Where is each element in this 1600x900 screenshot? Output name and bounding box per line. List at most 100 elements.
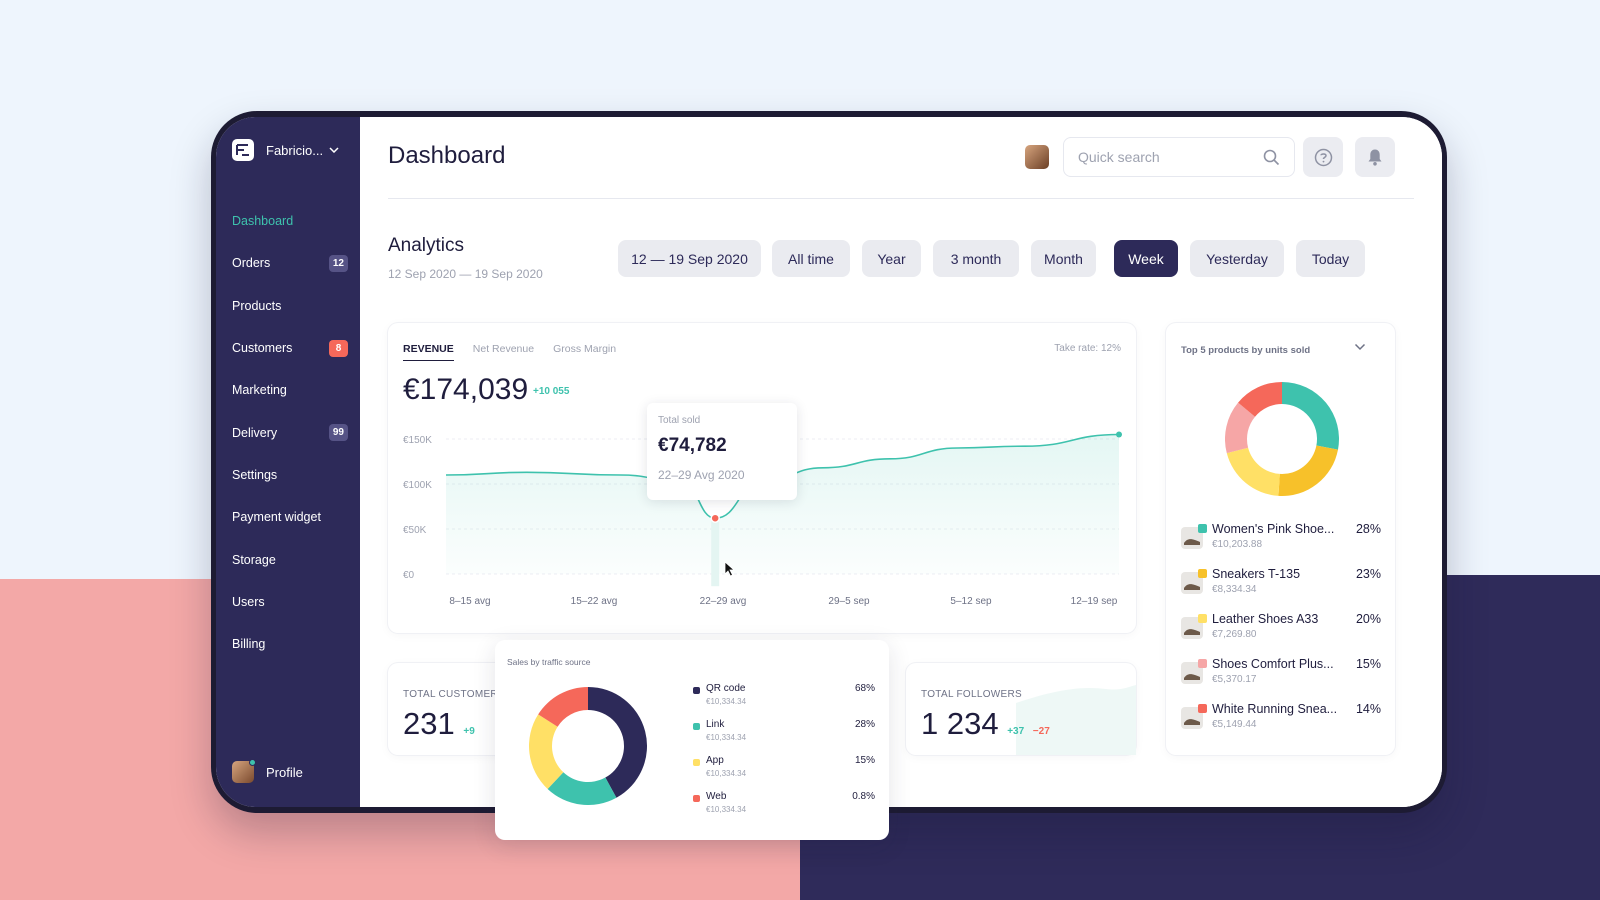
filter-today[interactable]: Today: [1296, 240, 1365, 277]
product-row[interactable]: Women's Pink Shoe... €10,203.88 28%: [1181, 522, 1381, 556]
sidebar-item-delivery[interactable]: Delivery 99: [232, 411, 348, 453]
traffic-source-amount: €10,334.34: [706, 805, 747, 814]
user-avatar[interactable]: [1025, 145, 1049, 169]
tab-gross-margin[interactable]: Gross Margin: [553, 343, 617, 355]
count-badge: 8: [329, 339, 348, 357]
filter-year[interactable]: Year: [862, 240, 921, 277]
donut-slice: [538, 687, 588, 727]
sidebar-item-customers[interactable]: Customers 8: [232, 327, 348, 369]
mouse-cursor-icon: [724, 561, 735, 577]
sidebar-item-label: Delivery: [232, 425, 278, 440]
product-price: €10,203.88: [1212, 539, 1263, 550]
sidebar-item-orders[interactable]: Orders 12: [232, 242, 348, 284]
profile-link[interactable]: Profile: [232, 759, 303, 783]
chevron-down-icon[interactable]: [1354, 343, 1366, 351]
x-tick-label: 12–19 sep: [1071, 596, 1118, 607]
sidebar-item-label: Billing: [232, 637, 266, 652]
sidebar-item-label: Orders: [232, 256, 271, 271]
product-name: Women's Pink Shoe...: [1212, 522, 1335, 536]
sidebar-item-settings[interactable]: Settings: [232, 454, 348, 496]
filter-week[interactable]: Week: [1114, 240, 1178, 277]
revenue-value: €174,039: [403, 373, 529, 406]
y-tick-label: €150K: [403, 435, 432, 446]
filter-12-19-sep-2020[interactable]: 12 — 19 Sep 2020: [618, 240, 761, 277]
followers-count: 1 234: [921, 706, 999, 741]
product-thumbnail: [1181, 662, 1203, 684]
tab-net-revenue[interactable]: Net Revenue: [472, 343, 535, 355]
notifications-button[interactable]: [1355, 137, 1395, 177]
filter-month[interactable]: Month: [1031, 240, 1096, 277]
highlight-bar: [711, 518, 720, 587]
sidebar-item-label: Settings: [232, 467, 278, 482]
customers-count: 231: [403, 706, 455, 741]
followers-change-negative: −27: [1032, 726, 1050, 737]
y-tick-label: €100K: [403, 480, 432, 491]
followers-change-positive: +37: [1007, 726, 1025, 737]
product-color-marker: [1198, 659, 1207, 668]
help-button[interactable]: [1303, 137, 1343, 177]
traffic-source-row: QR code €10,334.34 68%: [693, 683, 875, 713]
donut-slice: [1278, 445, 1338, 496]
app-screen: Fabricio... Dashboard Orders 12 Products Cus…: [216, 117, 1442, 807]
x-tick-label: 5–12 sep: [950, 596, 992, 607]
search-icon[interactable]: [1263, 149, 1280, 166]
sidebar-item-billing[interactable]: Billing: [232, 623, 348, 665]
workspace-name: Fabricio...: [266, 142, 324, 158]
traffic-source-amount: €10,334.34: [706, 697, 747, 706]
highlight-point: [710, 513, 720, 523]
tooltip-value: €74,782: [658, 435, 727, 456]
traffic-source-row: App €10,334.34 15%: [693, 755, 875, 785]
workspace-switcher[interactable]: Fabricio...: [232, 139, 339, 161]
filter-yesterday[interactable]: Yesterday: [1190, 240, 1284, 277]
analytics-date-range: 12 Sep 2020 — 19 Sep 2020: [388, 267, 543, 281]
filter-all-time[interactable]: All time: [772, 240, 850, 277]
sidebar-item-label: Payment widget: [232, 510, 321, 525]
sidebar-item-products[interactable]: Products: [232, 285, 348, 327]
search-box: [1063, 137, 1295, 177]
traffic-source-name: Link: [706, 719, 725, 730]
sidebar-item-payment-widget[interactable]: Payment widget: [232, 496, 348, 538]
traffic-source-percent: 15%: [854, 755, 875, 766]
sidebar-item-users[interactable]: Users: [232, 581, 348, 623]
brand-logo-icon: [232, 139, 254, 161]
product-row[interactable]: Shoes Comfort Plus... €5,370.17 15%: [1181, 657, 1381, 691]
tab-revenue[interactable]: REVENUE: [403, 343, 454, 361]
total-followers-card: TOTAL FOLLOWERS 1 234 +37 −27: [906, 663, 1136, 755]
product-name: Sneakers T-135: [1212, 567, 1301, 581]
traffic-source-percent: 28%: [854, 719, 875, 730]
tooltip-range: 22–29 Avg 2020: [658, 468, 745, 482]
traffic-source-percent: 68%: [854, 683, 875, 694]
followers-sparkline: [1016, 685, 1136, 755]
product-color-marker: [1198, 524, 1207, 533]
product-price: €5,149.44: [1212, 719, 1257, 730]
product-percent: 23%: [1355, 567, 1381, 581]
sidebar-item-storage[interactable]: Storage: [232, 538, 348, 580]
product-percent: 14%: [1355, 702, 1381, 716]
traffic-source-card: Sales by traffic source QR code €10,334.3…: [495, 640, 889, 840]
donut-slice: [529, 714, 564, 790]
legend-marker: [693, 759, 700, 766]
top-products-title: Top 5 products by units sold: [1181, 345, 1311, 356]
product-row[interactable]: Leather Shoes A33 €7,269.80 20%: [1181, 612, 1381, 646]
revenue-tabs: REVENUE Net Revenue Gross Margin: [403, 343, 635, 361]
product-row[interactable]: Sneakers T-135 €8,334.34 23%: [1181, 567, 1381, 601]
product-price: €8,334.34: [1212, 584, 1257, 595]
product-name: Leather Shoes A33: [1212, 612, 1319, 626]
sidebar-item-marketing[interactable]: Marketing: [232, 369, 348, 411]
sidebar-item-label: Marketing: [232, 383, 287, 398]
product-row[interactable]: White Running Snea... €5,149.44 14%: [1181, 702, 1381, 736]
chart-tooltip: Total sold €74,782 22–29 Avg 2020: [647, 403, 797, 500]
product-color-marker: [1198, 614, 1207, 623]
customers-change: +9: [463, 726, 475, 737]
product-percent: 28%: [1355, 522, 1381, 536]
tooltip-label: Total sold: [658, 415, 701, 426]
traffic-donut: [529, 687, 647, 805]
analytics-title: Analytics: [388, 235, 465, 256]
search-input[interactable]: [1078, 149, 1238, 165]
traffic-source-percent: 0.8%: [852, 791, 875, 802]
filter-3-month[interactable]: 3 month: [933, 240, 1019, 277]
sidebar-nav: Dashboard Orders 12 Products Customers 8 Marke…: [232, 200, 348, 665]
legend-marker: [693, 795, 700, 802]
sidebar-item-label: Products: [232, 298, 282, 313]
sidebar-item-dashboard[interactable]: Dashboard: [232, 200, 348, 242]
